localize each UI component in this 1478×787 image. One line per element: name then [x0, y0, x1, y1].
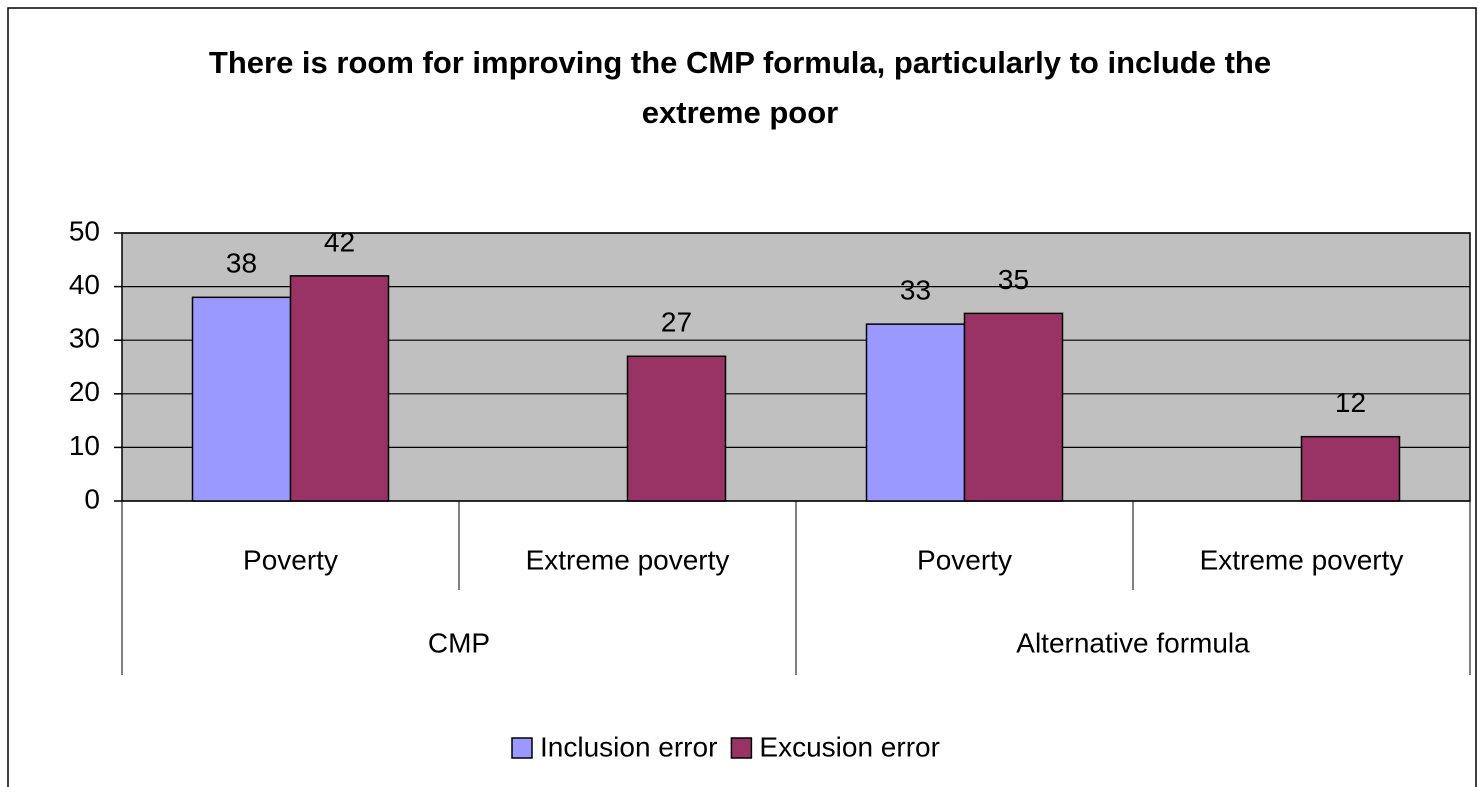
- y-tick-label: 0: [84, 483, 100, 514]
- legend-label: Inclusion error: [540, 731, 717, 762]
- x-tick-label: Poverty: [917, 544, 1012, 575]
- data-label: 38: [226, 248, 257, 279]
- legend-swatch: [730, 737, 753, 759]
- data-label: 42: [324, 226, 355, 257]
- x-tick-label: Extreme poverty: [1200, 544, 1404, 575]
- legend-label: Excusion error: [759, 731, 940, 762]
- x-tick-label: Extreme poverty: [526, 544, 730, 575]
- bar: [191, 296, 292, 502]
- data-label: 33: [900, 275, 931, 306]
- y-tick-label: 10: [69, 430, 100, 461]
- bar: [1300, 435, 1401, 502]
- y-tick-label: 30: [69, 323, 100, 354]
- data-label: 12: [1335, 387, 1366, 418]
- legend-swatch: [511, 737, 533, 759]
- bar: [865, 323, 966, 502]
- group-label: CMP: [428, 627, 490, 658]
- chart-title: There is room for improving the CMP form…: [208, 45, 1272, 130]
- bar: [963, 312, 1064, 502]
- y-tick-label: 40: [69, 269, 100, 300]
- data-label: 27: [661, 307, 692, 338]
- y-tick-label: 20: [69, 376, 100, 407]
- x-tick-label: Poverty: [243, 544, 338, 575]
- chart-frame: [7, 7, 1477, 787]
- y-tick-label: 50: [69, 215, 100, 246]
- data-label: 35: [998, 264, 1029, 295]
- group-label: Alternative formula: [1016, 627, 1250, 658]
- bar: [289, 275, 390, 502]
- bar: [626, 355, 727, 502]
